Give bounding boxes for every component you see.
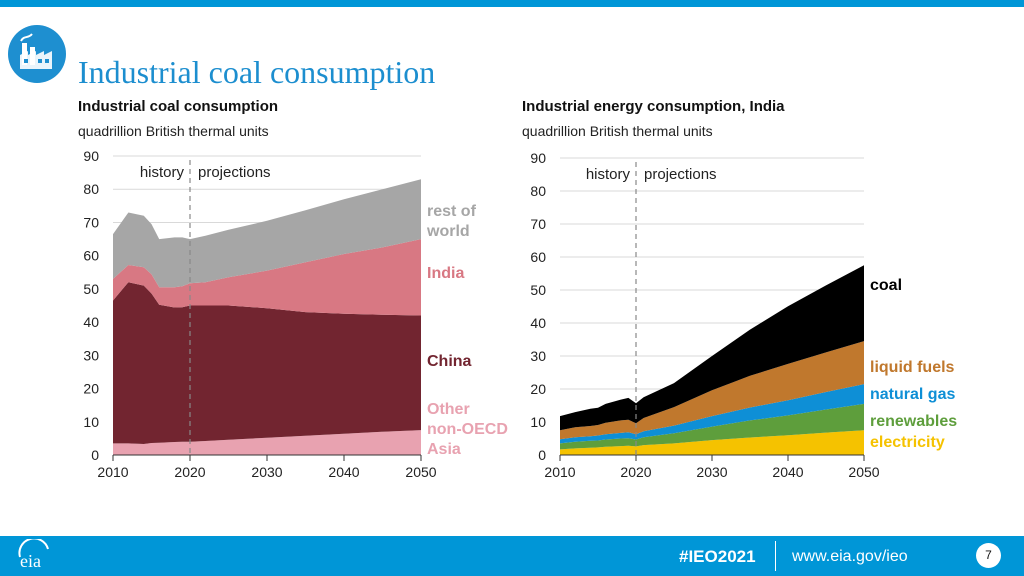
chart2-xtick-label: 2040	[772, 464, 803, 480]
chart1-ytick-label: 0	[91, 447, 99, 463]
chart2-area-coal	[560, 265, 864, 431]
chart2-ytick-label: 10	[530, 414, 546, 430]
footer-divider	[775, 541, 776, 571]
chart2-area-liquid-fuels	[560, 341, 864, 440]
chart1-ytick-label: 50	[83, 281, 99, 297]
page-title: Industrial coal consumption	[78, 54, 436, 90]
chart2-ytick-label: 50	[530, 282, 546, 298]
chart2-area-natural-gas	[560, 384, 864, 444]
chart2-title: Industrial energy consumption, India	[522, 98, 785, 115]
chart2-ytick-label: 20	[530, 381, 546, 397]
chart1-history-label: history	[140, 164, 185, 181]
chart1-xtick-label: 2040	[328, 464, 359, 480]
chart1-legend-label: Other	[427, 401, 470, 418]
footer-bar: eia #IEO2021 www.eia.gov/ieo	[0, 536, 1024, 576]
eia-logo: eia	[14, 537, 58, 576]
chart2-xtick-label: 2020	[620, 464, 651, 480]
chart1-ytick-label: 80	[83, 181, 99, 197]
chart2-ytick-label: 80	[530, 183, 546, 199]
chart1-legend-label: non-OECD	[427, 421, 508, 438]
chart2-ytick-label: 70	[530, 216, 546, 232]
chart1-ytick-label: 30	[83, 347, 99, 363]
chart2-xtick-label: 2030	[696, 464, 727, 480]
chart1-legend-label: India	[427, 265, 464, 282]
chart1-ytick-label: 40	[83, 314, 99, 330]
chart2-xtick-label: 2010	[544, 464, 575, 480]
factory-icon	[8, 25, 66, 83]
chart1-xtick-label: 2030	[251, 464, 282, 480]
chart2-legend-label: natural gas	[870, 386, 955, 403]
chart1-legend-label: Asia	[427, 441, 461, 458]
chart2-projections-label: projections	[644, 166, 717, 183]
chart2-legend-label: renewables	[870, 413, 957, 430]
top-accent-bar	[0, 0, 1024, 7]
chart1-title: Industrial coal consumption	[78, 98, 279, 115]
chart1-legend-label: world	[426, 223, 470, 240]
chart2-ytick-label: 30	[530, 348, 546, 364]
chart1-projections-label: projections	[198, 164, 271, 181]
page-number: 7	[976, 543, 1001, 568]
chart1-ytick-label: 70	[83, 214, 99, 230]
chart1-subtitle: quadrillion British thermal units	[78, 123, 269, 139]
chart2-ytick-label: 0	[538, 447, 546, 463]
chart1-xtick-label: 2020	[174, 464, 205, 480]
chart2-legend-label: electricity	[870, 434, 945, 451]
chart1-ytick-label: 20	[83, 381, 99, 397]
footer-url-link[interactable]: www.eia.gov/ieo	[792, 548, 908, 565]
chart1-ytick-label: 60	[83, 248, 99, 264]
chart2-legend-label: liquid fuels	[870, 359, 955, 376]
chart1-xtick-label: 2010	[97, 464, 128, 480]
chart2-area-renewables	[560, 403, 864, 450]
chart2-area-electricity	[560, 430, 864, 455]
chart2-ytick-label: 40	[530, 315, 546, 331]
chart2-ytick-label: 90	[530, 150, 546, 166]
chart2-ytick-label: 60	[530, 249, 546, 265]
chart1-ytick-label: 10	[83, 414, 99, 430]
chart1-legend-label: China	[427, 353, 472, 370]
chart2-history-label: history	[586, 166, 631, 183]
eia-logo-text: eia	[20, 551, 41, 571]
chart2-xtick-label: 2050	[848, 464, 879, 480]
chart1-legend-label: rest of	[427, 203, 477, 220]
chart2-subtitle: quadrillion British thermal units	[522, 123, 713, 139]
chart1-xtick-label: 2050	[405, 464, 436, 480]
chart1-ytick-label: 90	[83, 148, 99, 164]
footer-hashtag: #IEO2021	[679, 547, 756, 566]
chart2-legend-label: coal	[870, 277, 902, 294]
